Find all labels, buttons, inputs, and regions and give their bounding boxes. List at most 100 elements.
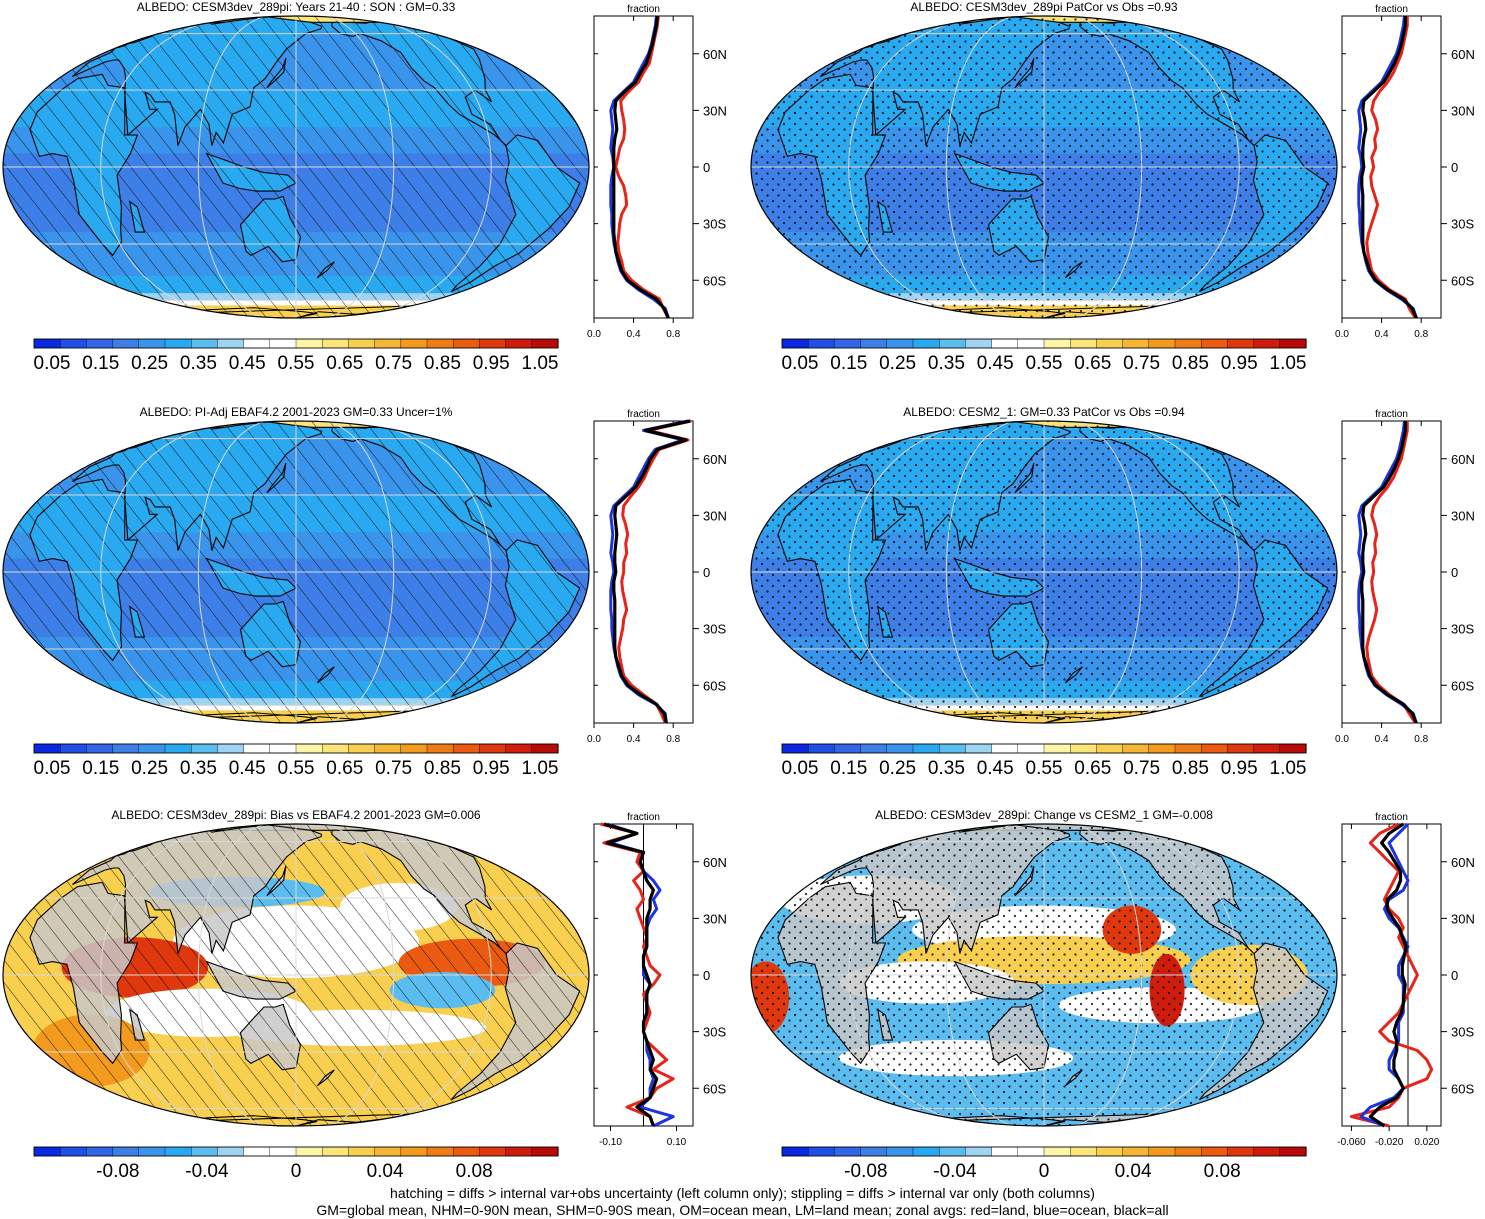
colorbar-swatch (60, 339, 87, 348)
colorbar-tick-label: 0.35 (928, 353, 965, 374)
colorbar-swatch (1175, 339, 1202, 348)
profile-lat-tick: 30S (703, 217, 726, 232)
colorbar-tick-label: 1.05 (522, 353, 559, 374)
colorbar-swatch (1149, 744, 1176, 753)
profile-value-tick: 0.0 (587, 329, 601, 340)
colorbar-swatch (1227, 1147, 1254, 1156)
colorbar-tick-label: 0.95 (473, 353, 510, 374)
panel-4: ALBEDO: CESM2_1: GM=0.33 PatCor vs Obs =… (751, 405, 1475, 779)
colorbar-swatch (1254, 744, 1281, 753)
colorbar-swatch (401, 339, 428, 348)
colorbar-tick-label: 0.75 (1123, 758, 1160, 779)
colorbar-swatch (861, 339, 888, 348)
colorbar-swatch (1201, 339, 1228, 348)
colorbar-swatch (992, 744, 1019, 753)
colorbar-swatch (217, 1147, 244, 1156)
colorbar-swatch (296, 339, 323, 348)
panel-6: ALBEDO: CESM3dev_289pi: Change vs CESM2_… (742, 808, 1475, 1182)
colorbar-swatch (479, 1147, 506, 1156)
colorbar-tick-label: 1.05 (1270, 353, 1307, 374)
colorbar-tick-label: 0.15 (830, 353, 867, 374)
colorbar-swatch (887, 744, 914, 753)
profile-lat-tick: 60S (703, 273, 726, 288)
colorbar-swatch (453, 744, 480, 753)
colorbar-swatch (139, 744, 166, 753)
colorbar-tick-label: 0.65 (326, 353, 363, 374)
colorbar-swatch (191, 339, 218, 348)
profile-value-tick: 0.0 (587, 734, 601, 745)
colorbar-swatch (1280, 744, 1307, 753)
colorbar-swatch (506, 339, 533, 348)
colorbar-swatch (1123, 1147, 1150, 1156)
colorbar-tick-label: 0.45 (977, 353, 1014, 374)
profile-xlabel: fraction (1375, 812, 1408, 823)
colorbar-swatch (453, 1147, 480, 1156)
colorbar-tick-label: 0.75 (375, 353, 412, 374)
profile-value-tick: -0.020 (1375, 1137, 1404, 1148)
profile-lat-tick: 60N (703, 452, 727, 467)
profile-value-tick: 0.0 (1335, 734, 1349, 745)
colorbar-swatch (1018, 744, 1045, 753)
profile-value-tick: 0.8 (666, 329, 680, 340)
profile-lat-tick: 0 (1451, 968, 1458, 983)
colorbar-swatch (506, 744, 533, 753)
colorbar-swatch (86, 744, 113, 753)
colorbar-tick-label: -0.08 (96, 1161, 139, 1182)
colorbar-tick-label: 0.05 (34, 758, 71, 779)
colorbar-swatch (1096, 339, 1123, 348)
colorbar-tick-label: 0.85 (1172, 758, 1209, 779)
colorbar-swatch (322, 744, 349, 753)
profile-value-tick: -0.060 (1337, 1137, 1366, 1148)
profile-lat-tick: 0 (1451, 160, 1458, 175)
colorbar-swatch (1096, 744, 1123, 753)
colorbar-swatch (887, 339, 914, 348)
profile-lat-tick: 60S (703, 678, 726, 693)
colorbar-swatch (1201, 1147, 1228, 1156)
colorbar-swatch (139, 339, 166, 348)
colorbar-swatch (808, 1147, 835, 1156)
footer-legend-note: GM=global mean, NHM=0-90N mean, SHM=0-90… (0, 1202, 1485, 1219)
profile-value-tick: 0.8 (1414, 734, 1428, 745)
colorbar-tick-label: 0.85 (424, 758, 461, 779)
colorbar-swatch (34, 339, 61, 348)
colorbar-tick-label: -0.04 (933, 1161, 977, 1182)
profile-lat-tick: 30N (703, 508, 727, 523)
panel-title: ALBEDO: PI-Adj EBAF4.2 2001-2023 GM=0.33… (140, 405, 453, 419)
colorbar-swatch (86, 339, 113, 348)
colorbar-swatch (1175, 1147, 1202, 1156)
colorbar-tick-label: 0.25 (131, 758, 168, 779)
profile-lat-tick: 30S (1451, 622, 1474, 637)
profile-lat-tick: 30S (703, 622, 726, 637)
colorbar-swatch (165, 339, 192, 348)
map-field (742, 824, 1337, 1126)
colorbar-swatch (1149, 339, 1176, 348)
colorbar-swatch (375, 1147, 402, 1156)
colorbar-tick-label: 0.65 (326, 758, 363, 779)
profile-value-tick: 0.4 (627, 329, 641, 340)
colorbar-swatch (965, 339, 992, 348)
profile-value-tick: 0.4 (1375, 734, 1389, 745)
colorbar-swatch (808, 339, 835, 348)
colorbar-swatch (270, 1147, 297, 1156)
colorbar-tick-label: 0.35 (180, 758, 217, 779)
profile-xlabel: fraction (627, 409, 660, 420)
colorbar-swatch (34, 1147, 61, 1156)
panel-1: ALBEDO: CESM3dev_289pi: Years 21-40 : SO… (3, 0, 727, 374)
colorbar-swatch (244, 339, 271, 348)
colorbar-swatch (834, 1147, 861, 1156)
colorbar-swatch (244, 1147, 271, 1156)
colorbar-swatch (270, 339, 297, 348)
colorbar-tick-label: 0.55 (1026, 353, 1063, 374)
profile-lat-tick: 30N (703, 911, 727, 926)
colorbar-tick-label: 0.65 (1074, 353, 1111, 374)
colorbar-swatch (479, 744, 506, 753)
colorbar-tick-label: 0.35 (928, 758, 965, 779)
colorbar-tick-label: -0.08 (844, 1161, 887, 1182)
colorbar-swatch (427, 1147, 454, 1156)
colorbar-swatch (1044, 744, 1071, 753)
colorbar-swatch (532, 1147, 559, 1156)
